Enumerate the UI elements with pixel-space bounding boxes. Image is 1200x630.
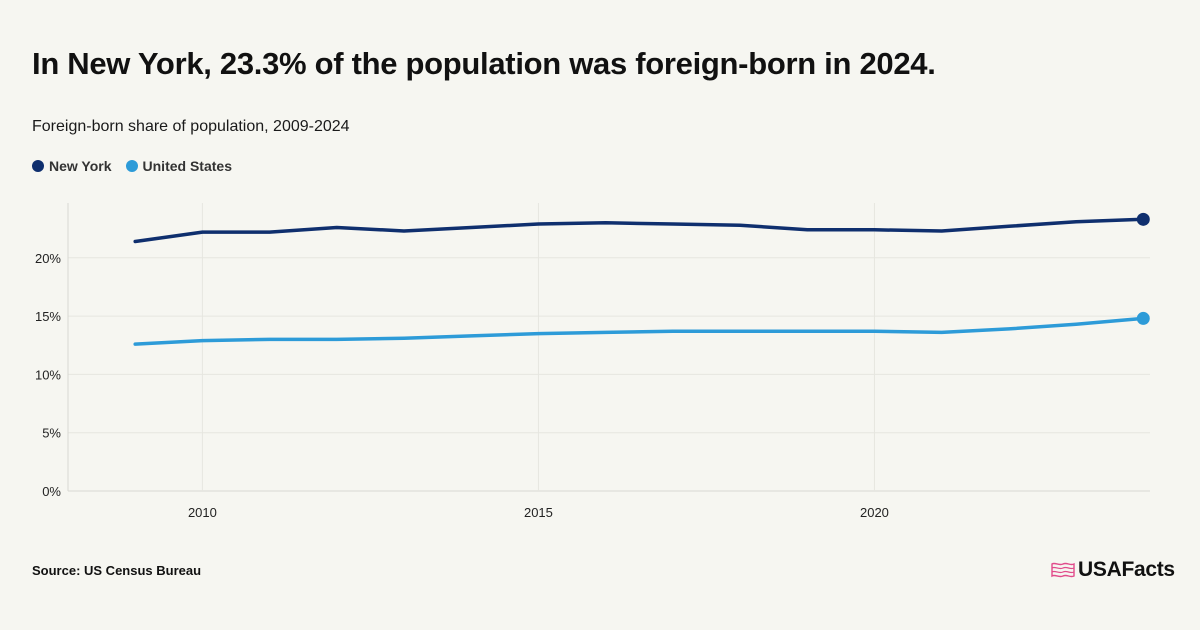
y-tick-label: 15% <box>35 309 61 324</box>
series-end-marker-new-york <box>1136 212 1150 226</box>
legend-item-new-york: New York <box>32 158 112 174</box>
series-line-new-york <box>133 217 1146 244</box>
legend-label-united-states: United States <box>142 158 232 174</box>
y-tick-label: 10% <box>35 367 61 382</box>
legend-item-united-states: United States <box>125 158 232 174</box>
x-tick-label: 2015 <box>524 505 553 520</box>
y-tick-label: 0% <box>42 484 61 499</box>
brand-logo: USAFacts <box>1050 558 1175 582</box>
legend-swatch-united-states <box>125 160 138 172</box>
legend-label-new-york: New York <box>49 158 112 174</box>
chart-legend: New York United States <box>32 158 246 174</box>
source-note: Source: US Census Bureau <box>32 563 202 578</box>
legend-swatch-new-york <box>32 160 44 172</box>
x-tick-label: 2020 <box>860 505 889 520</box>
brand-name: USAFacts <box>1078 558 1175 581</box>
y-tick-label: 20% <box>35 251 61 266</box>
us-flag-outline-icon <box>1051 562 1075 578</box>
chart-subtitle: Foreign-born share of population, 2009-2… <box>32 118 350 135</box>
page-title: In New York, 23.3% of the population was… <box>32 46 936 81</box>
series-end-marker-united-states <box>1136 311 1150 325</box>
x-tick-label: 2010 <box>188 505 217 520</box>
series-line-united-states <box>133 316 1146 346</box>
y-tick-label: 5% <box>42 426 61 441</box>
